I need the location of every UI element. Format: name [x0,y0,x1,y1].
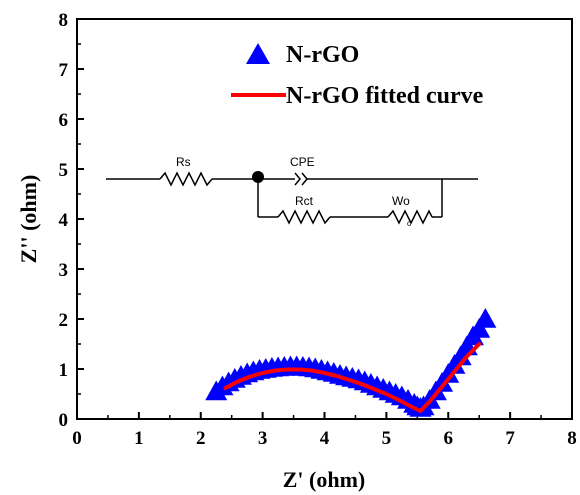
legend-label-n-rgo: N-rGO [286,42,359,68]
y-axis: 0 1 2 3 4 5 6 7 8 [59,10,84,431]
circuit-node [252,171,264,183]
circuit-label-cpe: CPE [290,155,315,169]
cpe-symbol [294,172,301,186]
fitted-curve-line [223,342,482,413]
y-tick-label: 0 [59,410,69,431]
resistor-rct [277,209,331,225]
data-point-triangle [474,308,497,328]
equivalent-circuit-inset: Rs CPE Rct Wo o [106,155,478,228]
x-tick-label: 2 [196,428,206,449]
warburg-element [387,209,433,225]
y-tick-label: 3 [59,260,69,281]
y-axis-title: Z'' (ohm) [16,175,41,264]
plot-frame [76,18,573,420]
x-axis: 0 1 2 3 4 5 6 7 8 [72,412,577,449]
resistor-rs [159,171,213,187]
x-tick-label: 4 [320,428,330,449]
y-tick-label: 5 [59,160,69,181]
y-tick-label: 6 [59,110,69,131]
y-tick-label: 7 [59,60,69,81]
series-layer [205,308,497,417]
cpe-symbol [301,172,308,186]
x-tick-label: 3 [258,428,268,449]
y-tick-label: 8 [59,10,69,31]
y-tick-label: 4 [59,210,69,231]
data-point-triangle [468,318,491,338]
circuit-label-rct: Rct [295,194,314,208]
y-tick-label: 2 [59,310,69,331]
circuit-sub-o: o [407,219,412,228]
x-tick-label: 5 [382,428,392,449]
legend-marker-triangle [246,43,270,64]
y-tick-label: 1 [59,360,69,381]
x-tick-label: 6 [444,428,454,449]
legend: N-rGO N-rGO fitted curve [231,42,484,109]
x-tick-label: 8 [567,428,577,449]
x-tick-label: 0 [72,428,82,449]
x-tick-label: 7 [505,428,515,449]
circuit-label-rs: Rs [176,155,191,169]
circuit-label-wo: Wo [392,194,410,208]
x-tick-label: 1 [134,428,144,449]
x-axis-title: Z' (ohm) [283,467,366,492]
legend-label-fitted-curve: N-rGO fitted curve [286,83,484,109]
